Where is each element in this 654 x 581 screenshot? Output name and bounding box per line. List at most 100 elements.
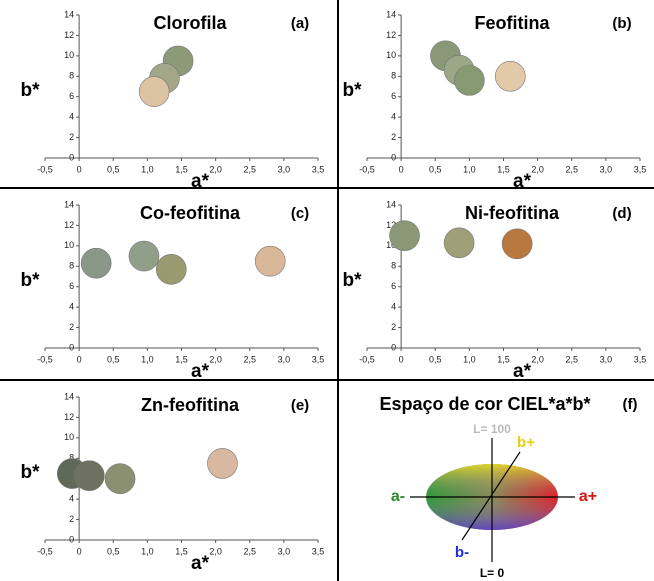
y-axis-label: b* xyxy=(343,270,363,291)
x-tick-label: 2,0 xyxy=(209,546,222,556)
y-tick-label: 10 xyxy=(64,50,74,60)
y-tick-label: 0 xyxy=(69,342,74,352)
sample-disc xyxy=(104,463,136,495)
x-axis-label: a* xyxy=(513,361,532,382)
x-tick-label: 2,0 xyxy=(209,164,222,174)
y-axis-label: b* xyxy=(21,270,41,291)
y-axis-label: b* xyxy=(343,80,363,101)
y-tick-label: 4 xyxy=(391,302,396,312)
x-tick-label: 1,0 xyxy=(141,354,154,364)
b-axis xyxy=(461,451,521,541)
x-tick-label: 1,5 xyxy=(497,164,510,174)
y-tick-label: 8 xyxy=(69,261,74,271)
x-axis-label: a* xyxy=(191,171,210,192)
y-tick-label: 14 xyxy=(64,199,74,209)
panel: -0,500,51,01,52,02,53,03,502468101214Zn-… xyxy=(21,391,325,574)
y-tick-label: 4 xyxy=(69,302,74,312)
y-tick-label: 4 xyxy=(69,494,74,504)
l-bottom-label: L= 0 xyxy=(480,566,505,580)
x-tick-label: 3,5 xyxy=(634,164,647,174)
y-tick-label: 2 xyxy=(69,322,74,332)
panel: -0,5 0 0,5 1,0 1,5 2,0 2,5 3,0 3,5 0 2 4 6 8 10 12 14 Clo… xyxy=(21,9,325,192)
x-tick-label: 1,0 xyxy=(141,546,154,556)
x-axis-label: a* xyxy=(191,553,210,574)
y-tick-label: 14 xyxy=(386,9,396,19)
x-tick-label: 2,5 xyxy=(243,164,256,174)
sample-disc xyxy=(495,60,526,92)
sample-disc xyxy=(207,448,238,479)
x-tick-label: 3,5 xyxy=(634,354,647,364)
y-tick-label: 14 xyxy=(64,9,74,19)
y-tick-label: 4 xyxy=(69,112,74,122)
a-minus-label: a- xyxy=(391,488,405,505)
x-tick-label: 0,5 xyxy=(429,164,442,174)
x-tick-label: 0 xyxy=(77,546,82,556)
x-tick-label: 3,0 xyxy=(278,546,291,556)
sample-disc xyxy=(74,460,105,491)
panel: -0,5 0 0,5 1,0 1,5 2,0 2,5 3,0 3,5 0 2 4 6 8 10 12 14 Co-… xyxy=(21,199,325,382)
b-plus-label: b+ xyxy=(517,434,535,451)
panel: -0,5 0 0,5 1,0 1,5 2,0 2,5 3,0 3,5 0 2 4 6 8 10 12 14 Feo… xyxy=(343,9,647,192)
chart-title: Co-feofitina xyxy=(140,203,241,223)
x-tick-label: 3,0 xyxy=(600,164,613,174)
x-tick-label: 2,0 xyxy=(531,164,544,174)
x-axis-label: a* xyxy=(191,361,210,382)
sample-disc xyxy=(138,76,170,107)
panel-label: (e) xyxy=(291,397,309,414)
sample-disc xyxy=(155,254,187,285)
x-tick-label: 0 xyxy=(77,354,82,364)
chart-title: Ni-feofitina xyxy=(465,203,560,223)
y-tick-label: 14 xyxy=(386,199,396,209)
x-tick-label: 1,5 xyxy=(497,354,510,364)
y-tick-label: 8 xyxy=(391,71,396,81)
x-tick-label: 3,5 xyxy=(312,164,325,174)
panel: -0,5 0 0,5 1,0 1,5 2,0 2,5 3,0 3,5 0 2 4 6 8 10 12 14 Ni-… xyxy=(343,199,647,382)
panel-label: (f) xyxy=(623,396,638,413)
y-tick-label: 0 xyxy=(391,342,396,352)
x-tick-label: 1,5 xyxy=(175,354,188,364)
x-tick-label: 0 xyxy=(399,164,404,174)
panel-label: (a) xyxy=(291,15,309,32)
x-tick-label: 1,0 xyxy=(141,164,154,174)
y-tick-label: 2 xyxy=(391,132,396,142)
x-tick-label: 0,5 xyxy=(107,546,120,556)
x-tick-label: 0,5 xyxy=(429,354,442,364)
x-tick-label: 1,5 xyxy=(175,164,188,174)
x-tick-label: -0,5 xyxy=(37,164,53,174)
sample-disc xyxy=(389,220,420,251)
chart-title: Clorofila xyxy=(153,13,227,33)
y-tick-label: 14 xyxy=(64,391,74,401)
panel-label: (b) xyxy=(612,15,631,32)
y-tick-label: 12 xyxy=(64,220,74,230)
sample-disc xyxy=(454,65,485,96)
y-tick-label: 6 xyxy=(391,91,396,101)
y-tick-label: 2 xyxy=(69,514,74,524)
y-tick-label: 12 xyxy=(386,30,396,40)
x-tick-label: 0 xyxy=(399,354,404,364)
sample-disc xyxy=(128,240,160,272)
x-tick-label: 2,5 xyxy=(243,354,256,364)
panel-label: (d) xyxy=(612,205,631,222)
y-tick-label: 10 xyxy=(64,240,74,250)
y-tick-label: 6 xyxy=(69,281,74,291)
x-tick-label: 2,5 xyxy=(243,546,256,556)
y-axis-label: b* xyxy=(21,80,41,101)
x-tick-label: 3,5 xyxy=(312,354,325,364)
y-tick-label: 10 xyxy=(386,50,396,60)
x-tick-label: 0 xyxy=(77,164,82,174)
y-tick-label: 10 xyxy=(386,240,396,250)
y-tick-label: 12 xyxy=(64,30,74,40)
y-tick-label: 8 xyxy=(69,453,74,463)
y-tick-label: 6 xyxy=(391,281,396,291)
x-tick-label: -0,5 xyxy=(37,354,53,364)
y-tick-label: 12 xyxy=(386,220,396,230)
x-tick-label: -0,5 xyxy=(359,164,375,174)
l-top-label: L= 100 xyxy=(473,422,511,436)
sample-disc xyxy=(80,247,112,279)
chart-title: Zn-feofitina xyxy=(141,395,240,415)
x-tick-label: 3,0 xyxy=(278,354,291,364)
y-tick-label: 10 xyxy=(64,432,74,442)
x-tick-label: -0,5 xyxy=(37,546,53,556)
y-tick-label: 6 xyxy=(69,91,74,101)
y-tick-label: 0 xyxy=(391,152,396,162)
